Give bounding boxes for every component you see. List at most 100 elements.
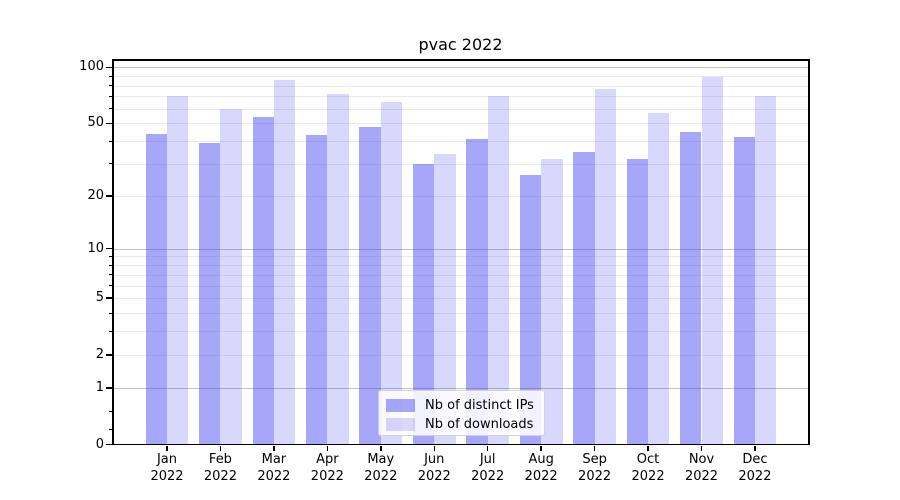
minor-gridline: [114, 256, 808, 258]
major-gridline: [114, 248, 808, 250]
y-axis-tick: [106, 354, 113, 356]
minor-gridline: [114, 298, 808, 300]
y-axis-tick-label: 0: [95, 436, 104, 452]
x-axis-tick: [380, 446, 382, 451]
x-axis-tick: [486, 446, 489, 451]
major-gridline: [114, 67, 808, 69]
bar-downloads-oct-2022: [648, 112, 670, 445]
y-axis-minor-tick: [108, 264, 113, 266]
bar-downloads-jan-2022: [167, 96, 189, 445]
y-axis-tick-label: 50: [87, 115, 104, 131]
bar-downloads-may-2022: [380, 102, 403, 445]
x-axis-tick-label: Sep 2022: [578, 452, 612, 484]
y-axis-tick-label: 5: [95, 290, 104, 306]
y-axis-minor-tick: [108, 410, 113, 412]
legend-entry-downloads: Nb of downloads: [379, 415, 544, 434]
y-axis-tick: [106, 66, 113, 69]
y-axis-tick: [106, 297, 113, 299]
x-axis-tick-label: Mar 2022: [257, 452, 291, 484]
legend-swatch-distinct-ips: [386, 399, 415, 412]
bar-downloads-apr-2022: [327, 94, 349, 445]
x-axis-tick-label: Nov 2022: [684, 452, 719, 484]
x-axis-tick: [433, 446, 435, 451]
minor-gridline: [114, 313, 808, 315]
minor-gridline: [114, 265, 808, 266]
minor-gridline: [114, 123, 808, 125]
x-axis-tick-label: Dec 2022: [738, 452, 772, 484]
minor-gridline: [114, 285, 808, 287]
x-axis-tick-label: Feb 2022: [203, 452, 237, 484]
minor-gridline: [114, 76, 808, 77]
x-axis-tick: [593, 446, 596, 451]
bar-distinct-ips-apr-2022: [305, 135, 328, 445]
plot-spine-bottom: [112, 443, 810, 446]
plot-spine-right: [808, 59, 810, 446]
bar-distinct-ips-nov-2022: [680, 131, 702, 445]
x-axis-tick: [326, 446, 329, 451]
bar-distinct-ips-may-2022: [359, 126, 381, 445]
bar-downloads-dec-2022: [754, 96, 777, 445]
y-axis-minor-tick: [108, 330, 113, 332]
bar-distinct-ips-feb-2022: [199, 143, 221, 445]
x-axis-tick-label: Jul 2022: [471, 452, 505, 484]
x-axis-tick-label: May 2022: [364, 452, 398, 484]
y-axis-tick-label: 20: [87, 187, 104, 203]
bar-downloads-sep-2022: [594, 88, 616, 445]
bar-downloads-aug-2022: [541, 158, 563, 445]
minor-gridline: [114, 354, 808, 356]
y-axis-minor-tick: [108, 85, 113, 86]
bar-downloads-jul-2022: [487, 96, 510, 445]
bar-distinct-ips-sep-2022: [573, 151, 595, 445]
y-axis-minor-tick: [108, 140, 113, 142]
bar-distinct-ips-jan-2022: [145, 133, 167, 445]
y-axis-minor-tick: [108, 95, 113, 97]
plot-area: [114, 60, 808, 445]
legend-swatch-downloads: [386, 418, 415, 431]
bar-distinct-ips-aug-2022: [519, 175, 542, 445]
legend-label-distinct-ips: Nb of distinct IPs: [425, 398, 534, 413]
bar-downloads-mar-2022: [273, 79, 296, 445]
x-axis-tick-label: Jan 2022: [150, 452, 184, 484]
x-axis-tick: [540, 446, 542, 451]
y-axis-tick-label: 1: [95, 379, 104, 395]
minor-gridline: [114, 195, 808, 197]
y-axis-minor-tick: [108, 108, 113, 110]
bar-distinct-ips-dec-2022: [733, 137, 755, 445]
minor-gridline: [114, 163, 808, 165]
y-axis-tick-label: 100: [79, 59, 104, 75]
major-gridline: [114, 387, 808, 389]
minor-gridline: [114, 141, 808, 143]
x-axis-tick-label: Oct 2022: [631, 452, 665, 484]
y-axis-tick: [106, 247, 113, 250]
y-axis-minor-tick: [108, 75, 113, 77]
x-axis-tick: [754, 446, 756, 451]
y-axis-minor-tick: [108, 312, 113, 314]
x-axis-tick-label: Apr 2022: [310, 452, 344, 484]
y-axis-tick: [106, 122, 113, 125]
y-axis-minor-tick: [108, 255, 113, 257]
legend-label-downloads: Nb of downloads: [425, 417, 534, 432]
y-axis-tick-label: 10: [87, 240, 104, 256]
chart-title: pvac 2022: [418, 35, 503, 54]
bar-downloads-nov-2022: [701, 76, 723, 445]
bar-downloads-jun-2022: [434, 154, 456, 445]
y-axis-minor-tick: [108, 274, 113, 276]
bar-distinct-ips-mar-2022: [252, 117, 274, 445]
bar-distinct-ips-jul-2022: [466, 139, 488, 445]
minor-gridline: [114, 96, 808, 98]
minor-gridline: [114, 331, 808, 333]
legend-entry-distinct-ips: Nb of distinct IPs: [379, 396, 544, 415]
x-axis-tick: [700, 446, 703, 451]
x-axis-tick: [166, 446, 168, 451]
plot-spine-left: [112, 59, 114, 446]
y-axis-tick-label: 2: [95, 346, 104, 362]
y-axis-minor-tick: [108, 163, 113, 165]
y-axis-tick: [106, 443, 113, 446]
minor-gridline: [114, 108, 808, 110]
x-axis-tick-label: Jun 2022: [417, 452, 451, 484]
y-axis-tick: [106, 387, 113, 389]
y-axis-minor-tick: [108, 429, 113, 431]
x-axis-tick: [219, 446, 222, 451]
minor-gridline: [114, 85, 808, 87]
